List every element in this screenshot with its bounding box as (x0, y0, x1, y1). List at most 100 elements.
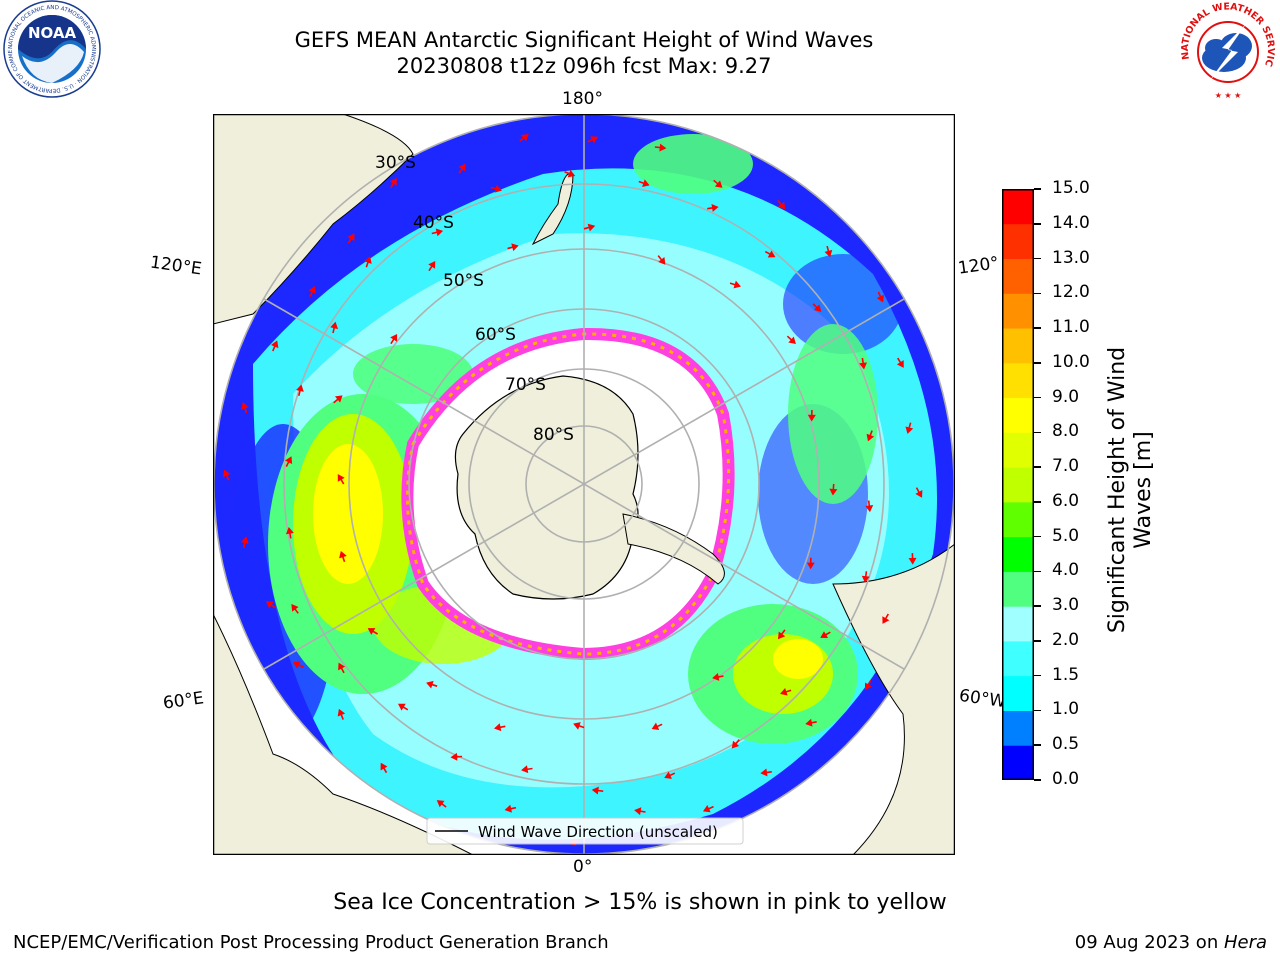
colorbar-segment (1002, 501, 1034, 538)
wind-wave-arrow-head (284, 456, 293, 465)
colorbar-tick-label: 13.0 (1052, 247, 1090, 268)
colorbar-segment (1002, 397, 1034, 433)
wind-wave-arrow-head (223, 469, 231, 478)
colorbar-segment (1002, 189, 1034, 225)
wind-wave-arrow-head (337, 474, 345, 482)
nws-logo: NATIONAL WEATHER SERVICE ★ ★ ★ (1176, 2, 1276, 100)
colorbar-tick-label: 1.5 (1052, 664, 1080, 685)
colorbar-tick-mark (1034, 223, 1041, 225)
wind-wave-arrow-head (493, 723, 502, 732)
colorbar-segment (1002, 432, 1034, 468)
footer-machine: Hera (1223, 932, 1267, 953)
wind-wave-arrow-head (760, 768, 768, 777)
wind-wave-arrow-head (521, 765, 529, 774)
lon-label-60w: 60°W (957, 685, 1008, 713)
wind-wave-arrow-head (731, 740, 740, 749)
wind-wave-arrow-head (504, 804, 512, 813)
colorbar-segment (1002, 362, 1034, 399)
wind-wave-arrow-head (390, 334, 398, 342)
lon-label-60e: 60°E (161, 688, 206, 714)
colorbar-segment (1002, 293, 1034, 329)
wind-wave-arrow-head (567, 169, 576, 178)
wind-wave-arrow-head (240, 536, 249, 544)
wind-wave-arrow-head (397, 703, 406, 711)
colorbar-segment (1002, 710, 1034, 746)
wind-wave-arrow-head (813, 304, 822, 312)
wind-wave-arrow-head (820, 631, 829, 639)
wind-wave-arrow-head (339, 550, 347, 559)
colorbar-tick-label: 3.0 (1052, 595, 1080, 616)
wind-wave-arrow-head (702, 804, 711, 813)
lat-label-30s: 30°S (375, 153, 416, 173)
colorbar-tick-label: 9.0 (1052, 386, 1080, 407)
wind-wave-arrow-head (659, 143, 667, 152)
wind-wave-arrow-head (733, 280, 741, 289)
noaa-logo: NATIONAL OCEANIC AND ATMOSPHERIC ADMINIS… (0, 0, 101, 98)
lat-label-40s: 40°S (413, 213, 454, 233)
wind-wave-arrow-head (266, 601, 274, 609)
wind-wave-arrow-head (338, 662, 346, 671)
wind-wave-arrow-head (450, 752, 458, 761)
wind-wave-arrow-head (330, 321, 339, 330)
wind-wave-arrow-head (824, 249, 833, 258)
svg-text:★ ★ ★: ★ ★ ★ (1215, 91, 1242, 100)
colorbar-tick-mark (1034, 466, 1041, 468)
wind-wave-arrow-head (389, 178, 397, 186)
colorbar-tick-mark (1034, 744, 1041, 746)
wind-wave-arrow-head (270, 340, 279, 349)
wind-wave-arrow-head (805, 718, 813, 727)
colorbar-tick-mark (1034, 674, 1041, 677)
colorbar-tick-mark (1034, 535, 1041, 538)
colorbar-segment (1002, 467, 1034, 503)
wind-wave-arrow-head (779, 688, 788, 696)
colorbar-tick-mark (1034, 396, 1041, 399)
colorbar-tick-label: 14.0 (1052, 212, 1090, 233)
colorbar-tick-mark (1034, 327, 1041, 329)
wind-wave-arrow-head (714, 180, 723, 188)
wind-wave-arrow-head (908, 557, 917, 565)
colorbar-tick-mark (1034, 709, 1041, 712)
noaa-logo-text: NOAA (28, 24, 77, 42)
wind-wave-arrow-head (241, 402, 249, 410)
colorbar-label-line1: Significant Height of Wind (1105, 347, 1130, 633)
wind-wave-arrow-head (436, 800, 445, 808)
colorbar-segment (1002, 640, 1034, 677)
colorbar-segment (1002, 258, 1034, 294)
wind-wave-arrow-head (859, 362, 867, 370)
wind-wave-arrow-head (642, 179, 650, 187)
wind-wave-arrow-head (905, 426, 914, 434)
sea-ice-note: Sea Ice Concentration > 15% is shown in … (333, 890, 947, 915)
wind-wave-arrow-head (865, 505, 874, 513)
lat-label-80s: 80°S (533, 425, 574, 445)
wind-wave-arrow-head (861, 575, 870, 583)
colorbar-segment (1002, 328, 1034, 364)
colorbar-tick-mark (1034, 292, 1041, 295)
wind-wave-arrow-head (711, 204, 719, 212)
wind-wave-arrow-head (634, 807, 642, 816)
wind-wave-arrow-head (864, 682, 872, 691)
colorbar-label-line2: Waves [m] (1131, 431, 1156, 548)
colorbar-tick-label: 4.0 (1052, 560, 1080, 581)
map-legend: Wind Wave Direction (unscaled) (426, 817, 744, 845)
wind-wave-arrow-head (308, 286, 316, 294)
lon-label-120w: 120° (956, 253, 1001, 279)
colorbar-segment (1002, 745, 1034, 780)
legend-label: Wind Wave Direction (unscaled) (478, 823, 718, 841)
colorbar-tick-label: 1.0 (1052, 699, 1080, 720)
colorbar-tick-mark (1034, 501, 1041, 503)
wind-wave-arrow-head (882, 616, 890, 624)
colorbar-tick-mark (1034, 779, 1041, 781)
colorbar-tick-mark (1034, 188, 1041, 190)
wind-wave-arrow-head (367, 628, 376, 635)
wind-wave-arrow-head (426, 680, 434, 689)
colorbar-segment (1002, 536, 1034, 572)
lat-label-60s: 60°S (475, 325, 516, 345)
colorbar-tick-label: 2.0 (1052, 629, 1080, 650)
lon-label-0: 0° (573, 857, 593, 877)
wind-wave-arrow-head (807, 414, 816, 422)
colorbar-tick-label: 10.0 (1052, 351, 1090, 372)
wind-wave-arrow-head (573, 722, 581, 730)
chart-title: GEFS MEAN Antarctic Significant Height o… (294, 28, 874, 52)
wind-wave-arrow-head (777, 201, 786, 210)
wind-wave-arrow-head (829, 488, 838, 496)
